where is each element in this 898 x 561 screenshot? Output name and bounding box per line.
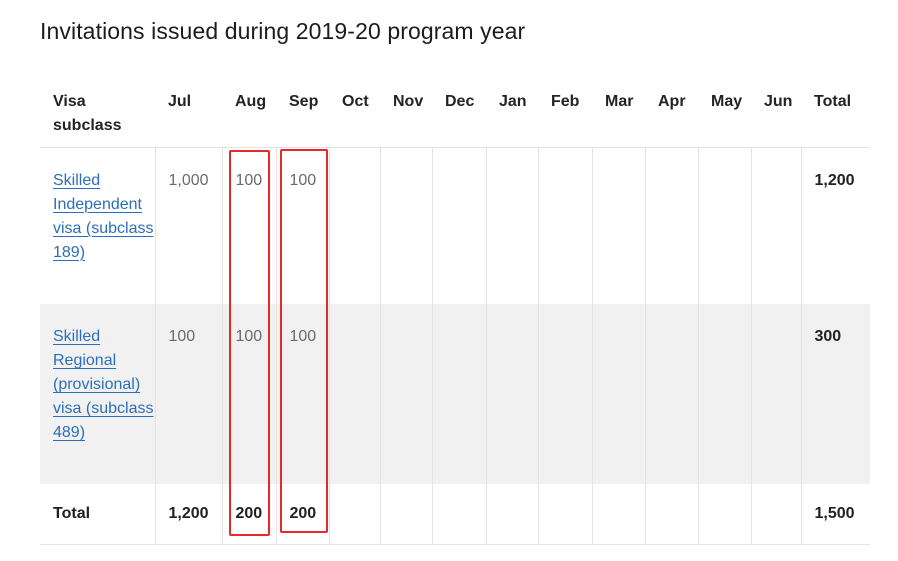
invitations-table: Visa subclass Jul Aug Sep Oct Nov Dec Ja… <box>40 78 870 545</box>
column-header-oct: Oct <box>329 78 380 148</box>
table-cell-jan <box>485 484 538 545</box>
table-cell-jul: 1,200 <box>154 484 222 545</box>
table-cell-sep: 100 <box>275 304 329 484</box>
table-row-total: Total 1,200 200 200 1,500 <box>40 484 870 545</box>
table-cell-mar <box>591 147 645 304</box>
page-title: Invitations issued during 2019-20 progra… <box>40 18 526 44</box>
column-header-jan: Jan <box>486 78 538 148</box>
table-cell-oct <box>328 147 380 304</box>
table-cell-may <box>697 304 751 484</box>
visa-cell: Skilled Independent visa (subclass 189) <box>40 147 155 304</box>
table-cell-total: 300 <box>800 304 870 484</box>
column-header-jun: Jun <box>751 78 801 148</box>
table-cell-mar <box>591 484 645 545</box>
table-row: Skilled Regional (provisional) visa (sub… <box>40 304 870 484</box>
table-cell-sep: 100 <box>275 147 329 304</box>
table-row: Skilled Independent visa (subclass 189) … <box>40 147 870 304</box>
table-cell-apr <box>644 484 698 545</box>
table-cell-nov <box>379 484 432 545</box>
table-cell-dec <box>431 147 486 304</box>
visa-489-link[interactable]: Skilled Regional (provisional) visa (sub… <box>53 328 154 441</box>
table-cell-jul: 1,000 <box>154 147 222 304</box>
column-header-feb: Feb <box>538 78 592 148</box>
visa-189-link[interactable]: Skilled Independent visa (subclass 189) <box>53 171 154 261</box>
column-header-apr: Apr <box>645 78 698 148</box>
table-cell-may <box>697 484 751 545</box>
total-row-label: Total <box>40 484 155 545</box>
table-cell-aug: 100 <box>221 147 276 304</box>
table-cell-dec <box>431 484 486 545</box>
column-header-jul: Jul <box>155 78 222 148</box>
table-cell-aug: 200 <box>221 484 276 545</box>
column-header-total: Total <box>801 78 870 148</box>
table-header-row: Visa subclass Jul Aug Sep Oct Nov Dec Ja… <box>40 78 870 148</box>
table-cell-jul: 100 <box>154 304 222 484</box>
table-cell-feb <box>537 304 592 484</box>
column-header-dec: Dec <box>432 78 486 148</box>
table-cell-jan <box>485 304 538 484</box>
table-cell-apr <box>644 147 698 304</box>
table-cell-total: 1,500 <box>800 484 870 545</box>
table-cell-jun <box>750 304 801 484</box>
visa-cell: Skilled Regional (provisional) visa (sub… <box>40 304 155 484</box>
table-cell-jun <box>750 147 801 304</box>
table-cell-aug: 100 <box>221 304 276 484</box>
table-cell-feb <box>537 484 592 545</box>
table-cell-total: 1,200 <box>800 147 870 304</box>
table-cell-may <box>697 147 751 304</box>
table-cell-feb <box>537 147 592 304</box>
column-header-aug: Aug <box>222 78 276 148</box>
table-cell-oct <box>328 484 380 545</box>
table-cell-jan <box>485 147 538 304</box>
table-cell-oct <box>328 304 380 484</box>
table-cell-sep: 200 <box>275 484 329 545</box>
column-header-nov: Nov <box>380 78 432 148</box>
column-header-visa-subclass: Visa subclass <box>40 78 155 148</box>
table-cell-nov <box>379 147 432 304</box>
table-cell-nov <box>379 304 432 484</box>
table-cell-dec <box>431 304 486 484</box>
table-cell-apr <box>644 304 698 484</box>
column-header-may: May <box>698 78 751 148</box>
column-header-mar: Mar <box>592 78 645 148</box>
table-cell-mar <box>591 304 645 484</box>
column-header-sep: Sep <box>276 78 329 148</box>
table-cell-jun <box>750 484 801 545</box>
